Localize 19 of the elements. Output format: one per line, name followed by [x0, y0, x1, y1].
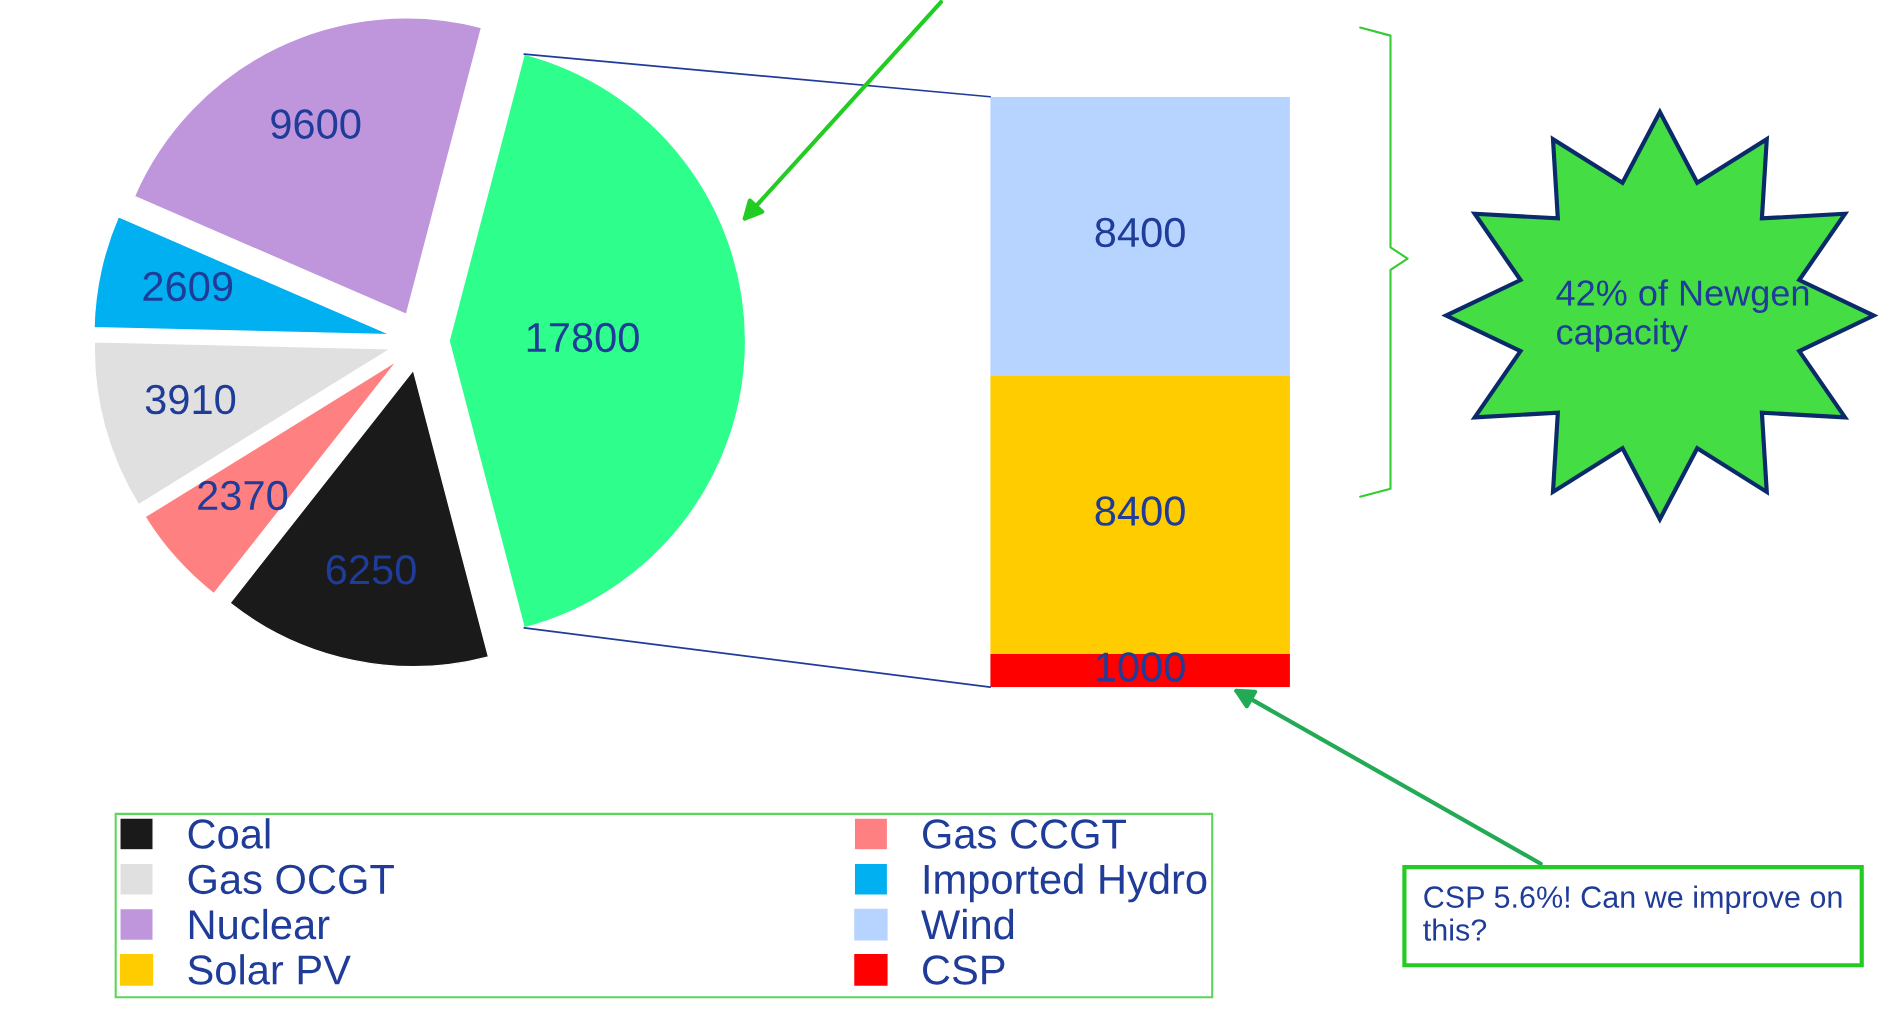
text: 42% of Newgen capacity	[1556, 279, 1809, 352]
data-label: 9600	[271, 109, 361, 139]
data-label: 8400	[1095, 496, 1185, 526]
data-label: 17800	[527, 322, 639, 353]
legend-label: Gas CCGT	[923, 819, 1126, 849]
legend-label: Solar PV	[188, 954, 351, 985]
legend-label: Nuclear	[189, 908, 330, 940]
legend-label: Gas OCGT	[188, 864, 394, 895]
data-label: 1000	[1096, 652, 1185, 682]
legend-label: Imported Hydro	[924, 863, 1207, 903]
data-label: 2609	[143, 271, 233, 302]
data-label: 3910	[145, 384, 236, 415]
legend-label: CSP	[923, 955, 1005, 985]
data-label: 8400	[1095, 217, 1185, 248]
legend-label: Coal	[188, 818, 270, 849]
text: CSP 5.6%! Can we improve on this?	[1423, 885, 1842, 941]
legend-label: Wind	[921, 908, 1014, 940]
data-label: 6250	[326, 554, 416, 585]
data-label: 2370	[198, 480, 288, 511]
